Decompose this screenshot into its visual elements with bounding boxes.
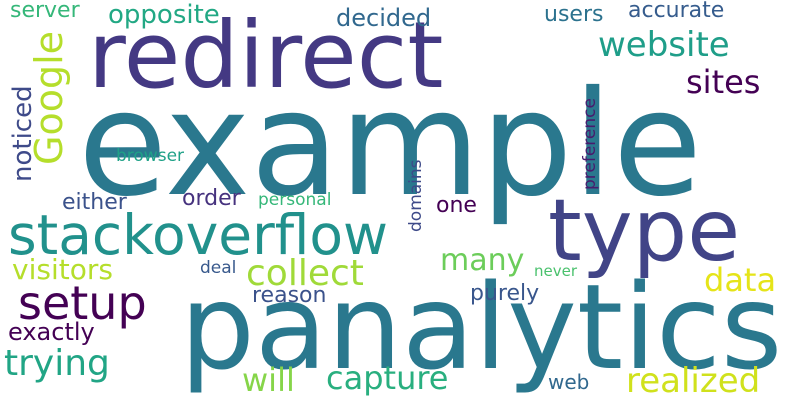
word-website: website xyxy=(598,28,730,62)
word-exactly: exactly xyxy=(8,320,95,344)
word-realized: realized xyxy=(626,364,760,398)
word-browser: browser xyxy=(116,148,184,165)
word-never: never xyxy=(534,264,577,279)
word-capture: capture xyxy=(326,362,448,394)
word-web: web xyxy=(548,372,589,392)
word-users: users xyxy=(544,4,603,26)
word-trying: trying xyxy=(4,346,110,382)
word-server: server xyxy=(10,0,80,22)
word-decided: decided xyxy=(336,6,431,30)
word-noticed: noticed xyxy=(10,85,36,182)
word-either: either xyxy=(62,192,127,214)
word-data: data xyxy=(704,264,776,296)
word-accurate: accurate xyxy=(628,0,724,22)
word-order: order xyxy=(182,188,241,210)
word-opposite: opposite xyxy=(108,2,220,28)
word-one: one xyxy=(436,195,477,217)
word-reason: reason xyxy=(252,285,326,307)
word-many: many xyxy=(440,246,524,276)
word-sites: sites xyxy=(686,66,760,98)
word-personal: personal xyxy=(258,192,331,209)
word-will: will xyxy=(242,364,295,396)
word-visitors: visitors xyxy=(12,256,113,284)
word-purely: purely xyxy=(470,283,539,305)
word-preference: preference xyxy=(582,98,599,190)
word-domains: domains xyxy=(408,159,425,232)
word-deal: deal xyxy=(200,260,236,277)
